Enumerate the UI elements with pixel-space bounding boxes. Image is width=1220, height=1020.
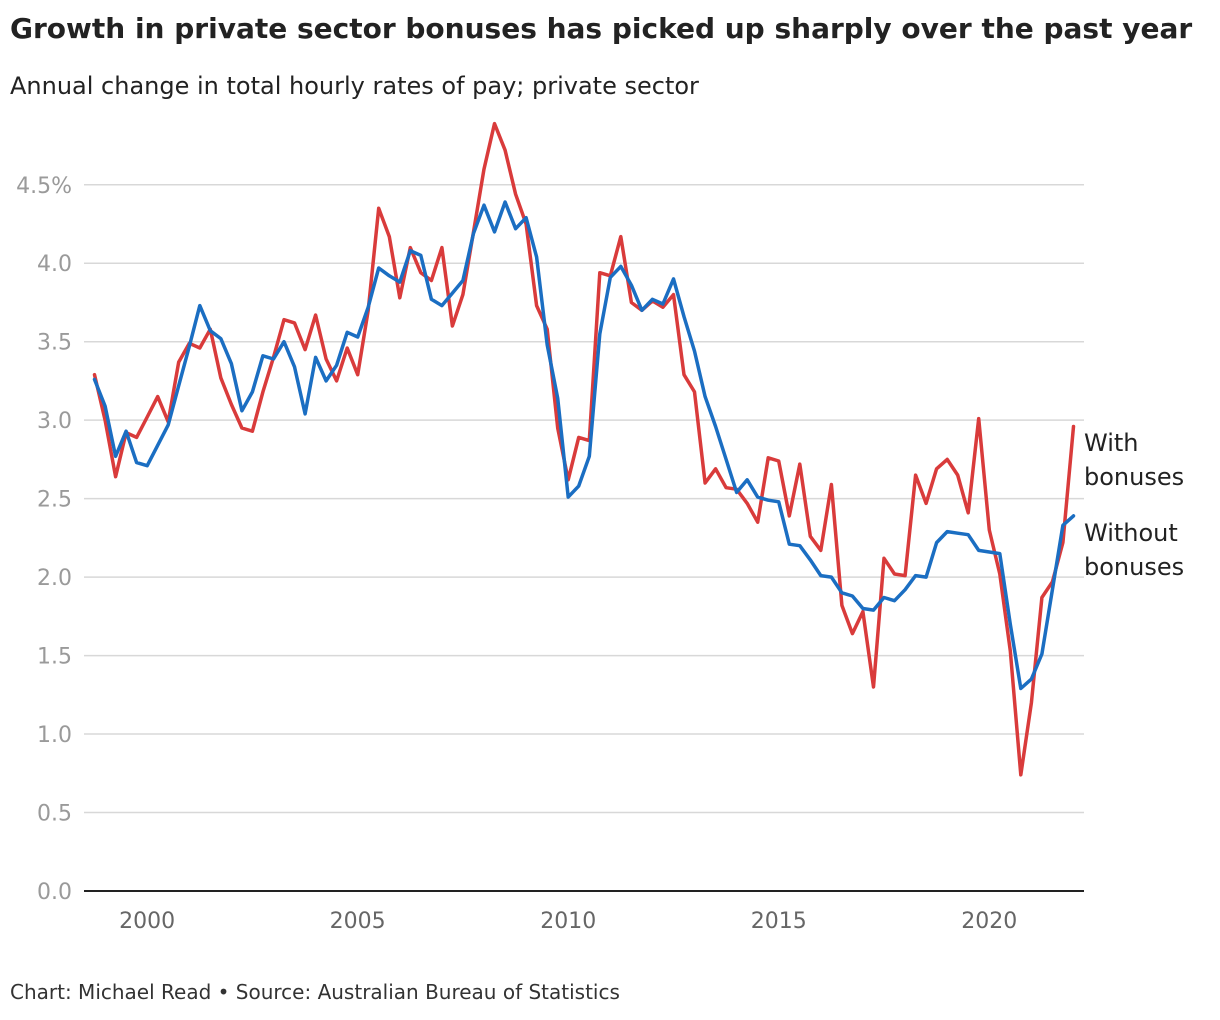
y-tick-label: 0.5 — [37, 802, 72, 827]
y-tick-label: 3.0 — [37, 409, 72, 434]
x-tick-label: 2000 — [119, 909, 175, 934]
y-tick-label: 2.0 — [37, 566, 72, 591]
series-line-without-bonuses — [92, 200, 1076, 691]
series-label: bonuses — [1084, 463, 1184, 491]
series-label: With — [1084, 429, 1139, 457]
x-tick-label: 2015 — [751, 909, 807, 934]
y-tick-label: 4.0 — [37, 252, 72, 277]
chart-title: Growth in private sector bonuses has pic… — [10, 12, 1193, 45]
y-tick-label: 4.5% — [16, 174, 72, 199]
x-tick-label: 2005 — [330, 909, 386, 934]
series-line-with-bonuses — [92, 121, 1076, 777]
series-label: Without — [1084, 519, 1178, 547]
x-tick-label: 2010 — [540, 909, 596, 934]
series-label: bonuses — [1084, 553, 1184, 581]
chart-subtitle: Annual change in total hourly rates of p… — [10, 72, 699, 100]
y-tick-label: 3.5 — [37, 331, 72, 356]
chart-source: Chart: Michael Read • Source: Australian… — [10, 980, 620, 1004]
y-tick-label: 0.0 — [37, 880, 72, 905]
x-tick-label: 2020 — [961, 909, 1017, 934]
y-tick-label: 2.5 — [37, 488, 72, 513]
y-tick-label: 1.0 — [37, 723, 72, 748]
y-tick-label: 1.5 — [37, 645, 72, 670]
